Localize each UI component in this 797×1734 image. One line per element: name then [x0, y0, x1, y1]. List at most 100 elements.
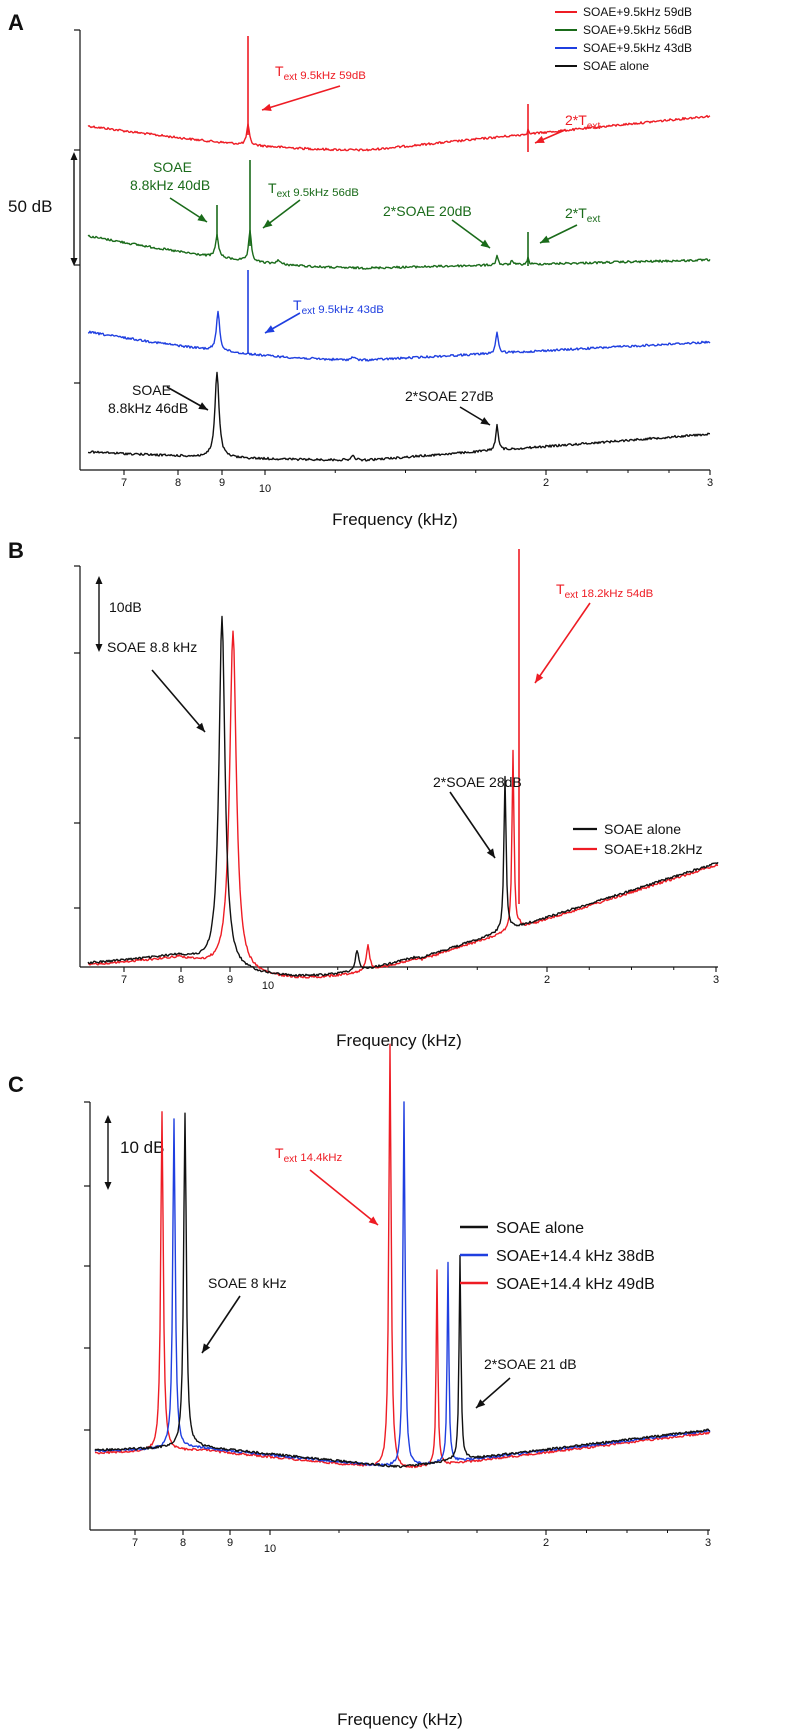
x-tick-label-B: 3: [713, 974, 719, 986]
legend-label-A: SOAE alone: [583, 59, 649, 73]
x-tick-label-A: 3: [707, 477, 713, 489]
annotation-soae-black-A-line2: 8.8kHz 46dB: [108, 400, 188, 416]
x-axis-label-B: Frequency (kHz): [336, 1031, 462, 1050]
annotation-2text-green-A-sub: ext: [587, 214, 601, 225]
arrow-2text-red-A: [534, 129, 566, 144]
arrow-soae-black-A: [166, 386, 209, 411]
trace-red-C: [94, 1043, 711, 1469]
annotation-2soae-black-C: 2*SOAE 21 dB: [484, 1356, 577, 1372]
x-axis-label-C: Frequency (kHz): [337, 1710, 463, 1729]
scale-bar-arrow-B: [95, 576, 103, 652]
legend-label-A: SOAE+9.5kHz 59dB: [583, 5, 692, 19]
arrow-text-red-B: [534, 602, 591, 684]
annotation-text-red-C-sub: ext: [284, 1154, 298, 1165]
annotation-text-green-A-main: T: [268, 180, 277, 196]
annotation-2text-red-A-sub: ext: [587, 121, 601, 132]
x-tick-label-B: 10: [262, 980, 274, 992]
arrow-soae-green-A: [169, 197, 208, 223]
trace-red-B: [87, 630, 719, 979]
x-tick-label-A: 7: [121, 477, 127, 489]
annotation-text-blue-A-sub: ext: [302, 306, 316, 317]
annotation-text-red-C: Text 14.4kHz: [275, 1145, 343, 1165]
legend-label-C: SOAE alone: [496, 1220, 584, 1237]
annotation-text-red-A-rest: 9.5kHz 59dB: [297, 70, 366, 82]
arrow-2text-green-A: [539, 224, 578, 244]
annotation-2text-green-A: 2*Text: [565, 205, 600, 225]
x-tick-label-C: 9: [227, 1537, 233, 1549]
arrow-2soae-black-C: [475, 1377, 511, 1409]
legend-label-A: SOAE+9.5kHz 56dB: [583, 23, 692, 37]
annotation-text-red-B: Text 18.2kHz 54dB: [556, 581, 654, 601]
arrow-text-green-A: [262, 199, 301, 229]
scale-bar-label-B: 10dB: [109, 599, 142, 615]
annotation-text-green-A-rest: 9.5kHz 56dB: [290, 187, 359, 199]
legend-label-B: SOAE alone: [604, 821, 681, 837]
annotation-text-red-B-main: T: [556, 581, 565, 597]
arrow-text-blue-A: [264, 312, 301, 334]
annotation-2soae-black-C-main: 2*SOAE 21 dB: [484, 1356, 577, 1372]
annotation-text-green-A-sub: ext: [277, 189, 291, 200]
annotation-text-red-A-main: T: [275, 63, 284, 79]
arrow-2soae-black-A: [459, 406, 491, 426]
annotation-soae-black-C-main: SOAE 8 kHz: [208, 1275, 287, 1291]
annotation-text-red-A: Text 9.5kHz 59dB: [275, 63, 366, 83]
legend-label-A: SOAE+9.5kHz 43dB: [583, 41, 692, 55]
annotation-2soae-green-A: 2*SOAE 20dB: [383, 203, 472, 219]
scale-bar-arrow-A: [70, 152, 78, 266]
x-tick-label-C: 3: [705, 1537, 711, 1549]
arrow-soae-black-C: [201, 1295, 241, 1354]
trace-black-B: [87, 615, 719, 977]
legend-label-C: SOAE+14.4 kHz 49dB: [496, 1276, 655, 1293]
legend-label-B: SOAE+18.2kHz: [604, 841, 702, 857]
trace-black-A: [87, 371, 711, 462]
trace-red-A: [87, 114, 711, 152]
scale-bar-label-C: 10 dB: [120, 1138, 164, 1157]
panel-label-B: B: [8, 538, 24, 563]
annotation-soae-black-C: SOAE 8 kHz: [208, 1275, 287, 1291]
arrow-text-red-A: [261, 85, 341, 111]
annotation-text-red-B-sub: ext: [565, 590, 579, 601]
annotation-2soae-green-A-main: 2*SOAE 20dB: [383, 203, 472, 219]
annotation-text-red-A-sub: ext: [284, 72, 298, 83]
arrow-soae-black-B: [151, 669, 206, 733]
scale-bar-arrow-C: [104, 1115, 112, 1190]
x-tick-label-A: 2: [543, 477, 549, 489]
x-tick-label-B: 9: [227, 974, 233, 986]
x-tick-label-B: 2: [544, 974, 550, 986]
panel-label-C: C: [8, 1072, 24, 1097]
annotation-text-blue-A: Text 9.5kHz 43dB: [293, 297, 384, 317]
axes-A: [74, 29, 711, 475]
trace-green-A: [87, 229, 711, 270]
x-tick-label-A: 8: [175, 477, 181, 489]
annotation-2text-red-A-main: 2*T: [565, 112, 587, 128]
scale-bar-label-A: 50 dB: [8, 197, 52, 216]
annotation-text-red-B-rest: 18.2kHz 54dB: [578, 588, 654, 600]
x-tick-label-B: 7: [121, 974, 127, 986]
x-axis-label-A: Frequency (kHz): [332, 510, 458, 529]
annotation-text-red-C-rest: 14.4kHz: [297, 1152, 343, 1164]
annotation-text-blue-A-main: T: [293, 297, 302, 313]
annotation-2soae-black-A: 2*SOAE 27dB: [405, 388, 494, 404]
annotation-soae-black-B: SOAE 8.8 kHz: [107, 639, 197, 655]
trace-black-C: [94, 1112, 711, 1469]
annotation-2soae-black-B-main: 2*SOAE 28dB: [433, 774, 522, 790]
x-tick-label-C: 8: [180, 1537, 186, 1549]
annotation-text-red-C-main: T: [275, 1145, 284, 1161]
annotation-soae-black-B-main: SOAE 8.8 kHz: [107, 639, 197, 655]
x-tick-label-A: 10: [259, 483, 271, 495]
arrow-2soae-green-A: [451, 219, 491, 249]
x-tick-label-A: 9: [219, 477, 225, 489]
annotation-soae-black-A-line1: SOAE: [132, 382, 171, 398]
arrow-text-red-C: [309, 1169, 379, 1226]
x-tick-label-C: 7: [132, 1537, 138, 1549]
trace-blue-A: [87, 310, 711, 362]
annotation-2soae-black-A-main: 2*SOAE 27dB: [405, 388, 494, 404]
x-tick-label-B: 8: [178, 974, 184, 986]
annotation-2text-green-A-main: 2*T: [565, 205, 587, 221]
x-tick-label-C: 2: [543, 1537, 549, 1549]
axes-C: [84, 1101, 710, 1535]
annotation-2soae-black-B: 2*SOAE 28dB: [433, 774, 522, 790]
legend-label-C: SOAE+14.4 kHz 38dB: [496, 1248, 655, 1265]
axes-B: [74, 565, 718, 972]
